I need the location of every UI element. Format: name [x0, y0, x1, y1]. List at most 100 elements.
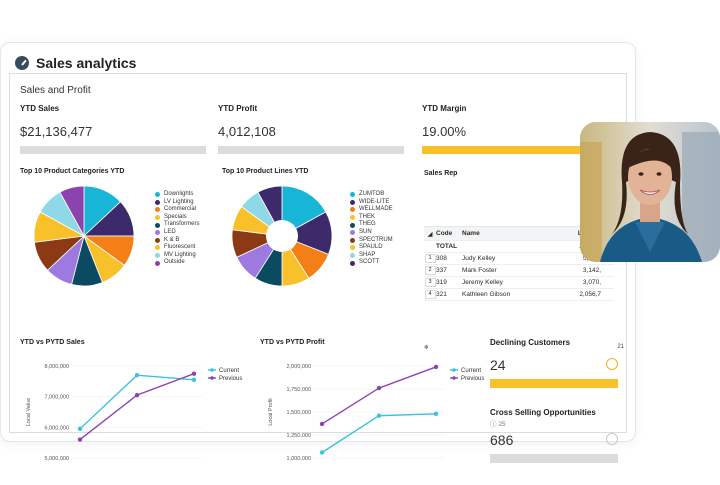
pie-slice-outside[interactable]	[59, 185, 85, 237]
legend-item[interactable]: SCOTT	[350, 259, 393, 267]
legend-label: MV Lighting	[164, 251, 196, 258]
data-point[interactable]	[134, 392, 140, 398]
legend-label: Commercial	[164, 206, 197, 213]
data-point[interactable]	[433, 411, 439, 417]
cross-selling-bar	[490, 454, 618, 463]
row-code: 308	[436, 255, 447, 262]
table-row[interactable]: 2 337 Mark Foster 3,142,	[424, 265, 614, 277]
legend-label: THEG	[359, 221, 376, 228]
legend-dot	[350, 245, 355, 251]
kpi-label: YTD Margin	[422, 104, 467, 113]
legend-item[interactable]: K & B	[155, 237, 199, 245]
row-number: 3	[424, 278, 436, 287]
legend-dot	[155, 253, 160, 259]
legend-item[interactable]: THEG	[350, 221, 393, 229]
row-code: 319	[436, 279, 447, 286]
pie-slice-zumtob[interactable]	[281, 185, 327, 237]
person-illustration	[580, 122, 720, 262]
series-line-current[interactable]	[321, 413, 437, 454]
legend-item[interactable]: SUN	[350, 229, 393, 237]
legend-marker-dot	[452, 376, 456, 380]
legend-dot	[155, 199, 160, 205]
legend-dot	[350, 199, 355, 205]
data-point[interactable]	[319, 450, 325, 455]
legend-label: SPAULD	[359, 244, 383, 251]
data-point[interactable]	[376, 413, 382, 418]
legend-marker-dot	[452, 368, 456, 372]
table-footer: ❄ 21	[424, 344, 624, 351]
y-axis-label: Local Profit	[268, 398, 274, 426]
data-point[interactable]	[433, 364, 439, 370]
kpi-label: YTD Profit	[218, 104, 258, 113]
sort-triangle-icon[interactable]: ◢	[427, 230, 433, 238]
data-point[interactable]	[376, 385, 382, 391]
data-point[interactable]	[77, 426, 83, 432]
data-point[interactable]	[191, 371, 197, 376]
lines-pie-chart	[231, 185, 333, 287]
legend-item[interactable]: MV Lighting	[155, 252, 199, 260]
data-point[interactable]	[191, 377, 197, 382]
legend-item[interactable]: SHAP	[350, 252, 393, 260]
legend-label: WELLMADE	[359, 206, 393, 213]
legend-item[interactable]: SPECTRUM	[350, 237, 393, 245]
gauge-icon	[15, 56, 29, 70]
legend-item[interactable]: Specials	[155, 214, 199, 222]
y-tick-label: 1,750,000	[287, 387, 311, 393]
legend-label: LV Lighting	[164, 198, 194, 205]
legend-dot	[155, 237, 160, 243]
legend-item[interactable]: Commercial	[155, 206, 199, 214]
kpi-ytd-profit: YTD Profit 4,012,108	[218, 104, 404, 154]
y-tick-label: 1,500,000	[287, 410, 311, 416]
table-row[interactable]: 4 321 Kathleen Gibson 2,056,7	[424, 289, 614, 301]
column-name[interactable]: Name	[462, 230, 480, 237]
data-point[interactable]	[319, 421, 325, 427]
row-name: Judy Kelley	[462, 255, 496, 262]
y-tick-label: 2,000,000	[287, 364, 311, 370]
categories-pie-chart	[33, 185, 135, 287]
legend-label[interactable]: Current	[461, 368, 481, 374]
series-line-previous[interactable]	[79, 373, 195, 441]
cross-selling-value: 686	[490, 432, 514, 448]
kpi-value: 4,012,108	[218, 124, 276, 139]
legend-dot	[350, 192, 355, 198]
legend-item[interactable]: ZUMTOB	[350, 191, 393, 199]
kpi-bar	[218, 146, 404, 154]
legend-label[interactable]: Previous	[219, 376, 242, 382]
legend-label: SUN	[359, 228, 372, 235]
legend-label: SCOTT	[359, 259, 380, 266]
sales-rep-table: ◢ Code Name Local V TOTAL 23,479, 1 308 …	[424, 226, 614, 301]
legend-label: Transformers	[164, 221, 200, 228]
row-name: Kathleen Gibson	[462, 291, 511, 298]
legend-item[interactable]: WIDE-LITE	[350, 199, 393, 207]
legend-marker-dot	[210, 368, 214, 372]
legend-item[interactable]: THEK	[350, 214, 393, 222]
series-line-current[interactable]	[79, 374, 195, 430]
column-code[interactable]: Code	[436, 230, 453, 237]
legend-dot	[155, 192, 160, 198]
legend-item[interactable]: Downlights	[155, 191, 199, 199]
legend-label[interactable]: Current	[219, 368, 239, 374]
legend-item[interactable]: Transformers	[155, 221, 199, 229]
legend-item[interactable]: LED	[155, 229, 199, 237]
table-row[interactable]: 3 319 Jeremy Kelley 3,070,	[424, 277, 614, 289]
profit-line-chart: 2,000,000 1,750,000 1,500,000 1,250,000 1,00…	[268, 364, 484, 462]
row-value: 3,070,	[582, 279, 601, 286]
data-point[interactable]	[134, 373, 140, 378]
sales-profit-panel: Sales and Profit YTD Sales $21,136,477 Y…	[9, 73, 627, 463]
legend-label[interactable]: Previous	[461, 376, 484, 382]
legend-dot	[350, 230, 355, 236]
legend-dot	[155, 222, 160, 228]
legend-label: SPECTRUM	[359, 236, 393, 243]
legend-item[interactable]: WELLMADE	[350, 206, 393, 214]
y-tick-label: 1,250,000	[287, 433, 311, 439]
sales-rep-title: Sales Rep	[424, 170, 458, 177]
smile-icon	[606, 358, 618, 370]
data-point[interactable]	[77, 437, 83, 442]
legend-item[interactable]: SPAULD	[350, 244, 393, 252]
legend-label: Fluorescent	[164, 244, 196, 251]
legend-dot	[350, 237, 355, 243]
legend-item[interactable]: LV Lighting	[155, 199, 199, 207]
legend-item[interactable]: Fluorescent	[155, 244, 199, 252]
legend-item[interactable]: Outside	[155, 259, 199, 267]
snowflake-icon[interactable]: ❄	[424, 345, 430, 351]
